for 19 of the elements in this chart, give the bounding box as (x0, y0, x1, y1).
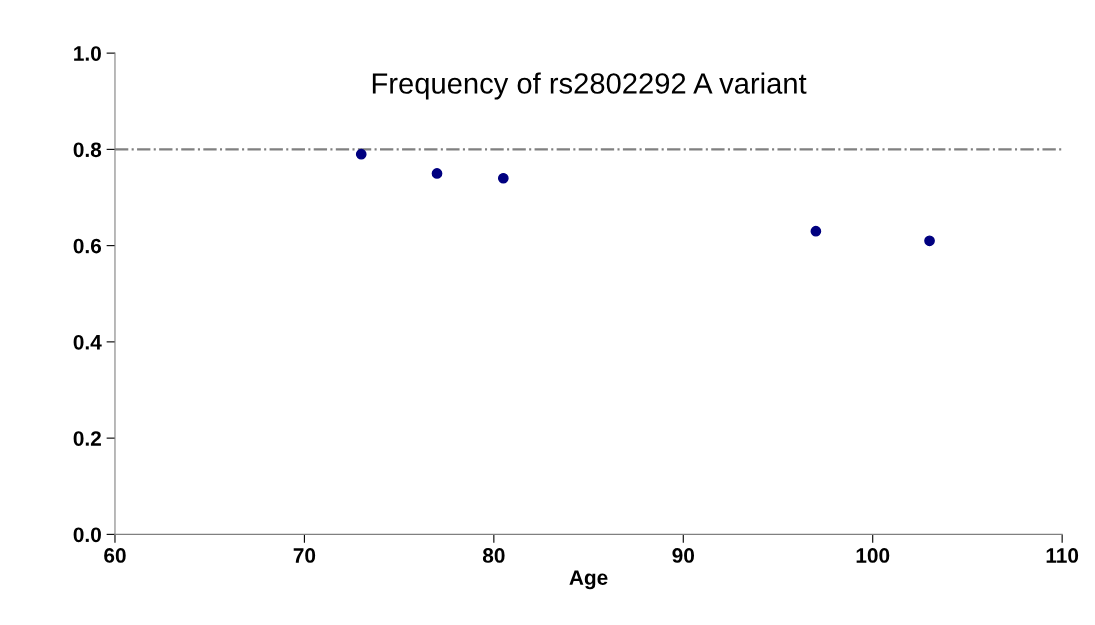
x-tick-label: 100 (856, 548, 890, 563)
y-tick-label: 0.8 (73, 142, 102, 158)
y-tick-label: 0.6 (73, 238, 102, 254)
point (497, 172, 509, 184)
point (810, 225, 822, 237)
y-tick-label: 0.0 (73, 527, 101, 543)
y-tick-label: 0.2 (73, 431, 101, 446)
text: Frequency of rs2802292 A variant (372, 72, 807, 100)
point (355, 148, 367, 160)
x-tick-label: 80 (482, 548, 505, 563)
x-tick-label: 110 (1046, 548, 1079, 563)
point (431, 168, 443, 179)
x-tick-label: 60 (104, 548, 126, 563)
y-tick-label: 1.0 (74, 46, 101, 61)
x-tick-label: 70 (293, 548, 316, 563)
x-tick-label: 90 (672, 548, 695, 563)
point (924, 235, 935, 247)
y-tick-label: 0.4 (73, 334, 102, 350)
x-axis-title: Age (569, 570, 608, 590)
